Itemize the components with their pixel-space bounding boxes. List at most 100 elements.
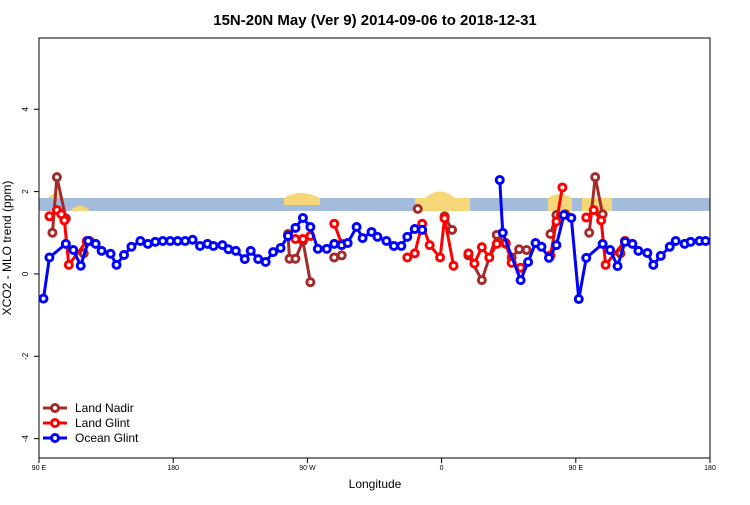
data-point <box>469 258 480 269</box>
data-point <box>600 259 611 270</box>
data-point <box>476 242 487 253</box>
data-point <box>268 247 279 258</box>
data-point <box>135 236 146 246</box>
data-point <box>491 238 502 249</box>
data-point <box>366 226 377 237</box>
data-point <box>551 240 562 251</box>
data-point <box>439 213 450 224</box>
data-point <box>172 236 183 246</box>
y-tick-label: 2 <box>21 189 30 194</box>
data-point <box>633 245 644 256</box>
data-point <box>620 236 631 247</box>
data-point <box>329 218 340 229</box>
data-point <box>557 182 568 193</box>
data-point <box>38 293 49 304</box>
data-point <box>655 250 666 261</box>
series-line <box>50 176 627 284</box>
data-point <box>111 259 122 270</box>
x-tick-label: 0 <box>440 465 444 472</box>
data-point <box>388 240 399 251</box>
x-tick-label: 180 <box>167 465 179 472</box>
data-point <box>409 224 420 235</box>
data-point <box>497 227 508 238</box>
data-point <box>283 231 294 242</box>
data-point <box>670 236 681 246</box>
data-point <box>44 211 55 222</box>
data-point <box>417 224 428 235</box>
data-point <box>435 252 446 263</box>
data-point <box>605 245 616 256</box>
legend-label: Land Glint <box>75 416 130 430</box>
data-point <box>59 215 70 226</box>
data-point <box>63 259 74 270</box>
y-tick-label: -2 <box>21 352 30 360</box>
data-point <box>409 248 420 259</box>
data-point <box>329 252 340 263</box>
data-point <box>305 277 316 288</box>
data-point <box>165 236 176 246</box>
ocean-strip <box>39 198 710 211</box>
data-point <box>96 245 107 256</box>
data-point <box>312 243 323 254</box>
data-point <box>126 241 137 252</box>
data-point <box>329 238 340 249</box>
data-point <box>150 236 161 247</box>
data-point <box>536 241 547 252</box>
data-point <box>515 275 526 286</box>
legend-marker <box>50 418 60 428</box>
map-strip <box>39 191 710 211</box>
data-point <box>597 238 608 249</box>
data-point <box>700 236 711 246</box>
land-patch <box>284 193 320 205</box>
data-point <box>180 236 191 246</box>
data-point <box>275 243 286 253</box>
data-point <box>402 231 413 242</box>
data-point <box>448 260 459 271</box>
data-point <box>685 236 696 247</box>
data-point <box>245 245 256 256</box>
data-point <box>584 227 595 238</box>
data-point <box>351 222 362 232</box>
data-point <box>297 233 308 244</box>
data-point <box>627 238 638 249</box>
data-point <box>521 245 532 256</box>
legend-label: Land Nadir <box>75 401 134 415</box>
data-point <box>558 210 569 221</box>
data-point <box>260 257 271 267</box>
data-point <box>253 254 264 265</box>
data-point <box>90 238 101 249</box>
data-point <box>290 253 301 264</box>
x-tick-label: 180 <box>704 465 716 472</box>
data-point <box>68 245 79 256</box>
data-point <box>230 245 241 256</box>
data-point <box>157 236 168 246</box>
data-point <box>447 224 458 235</box>
data-point <box>648 259 659 270</box>
data-point <box>573 294 584 305</box>
data-point <box>424 240 435 251</box>
data-point <box>514 244 525 255</box>
data-point <box>290 222 301 233</box>
y-tick-label: 0 <box>21 271 30 276</box>
data-point <box>484 252 495 263</box>
land-patch <box>48 193 90 211</box>
data-point <box>44 252 55 263</box>
data-point <box>51 172 62 183</box>
data-point <box>588 205 599 216</box>
data-point <box>142 238 153 249</box>
data-point <box>596 215 607 226</box>
data-point <box>590 172 601 183</box>
data-point <box>208 240 219 251</box>
data-point <box>105 248 116 259</box>
data-point <box>612 261 623 272</box>
data-point <box>412 203 423 214</box>
data-point <box>118 250 129 260</box>
data-point <box>297 212 308 223</box>
legend-marker <box>50 433 60 443</box>
y-tick-label: 4 <box>21 106 30 111</box>
legend-marker <box>50 403 60 413</box>
data-point <box>75 260 86 271</box>
data-point <box>336 250 347 261</box>
data-point <box>566 212 577 223</box>
